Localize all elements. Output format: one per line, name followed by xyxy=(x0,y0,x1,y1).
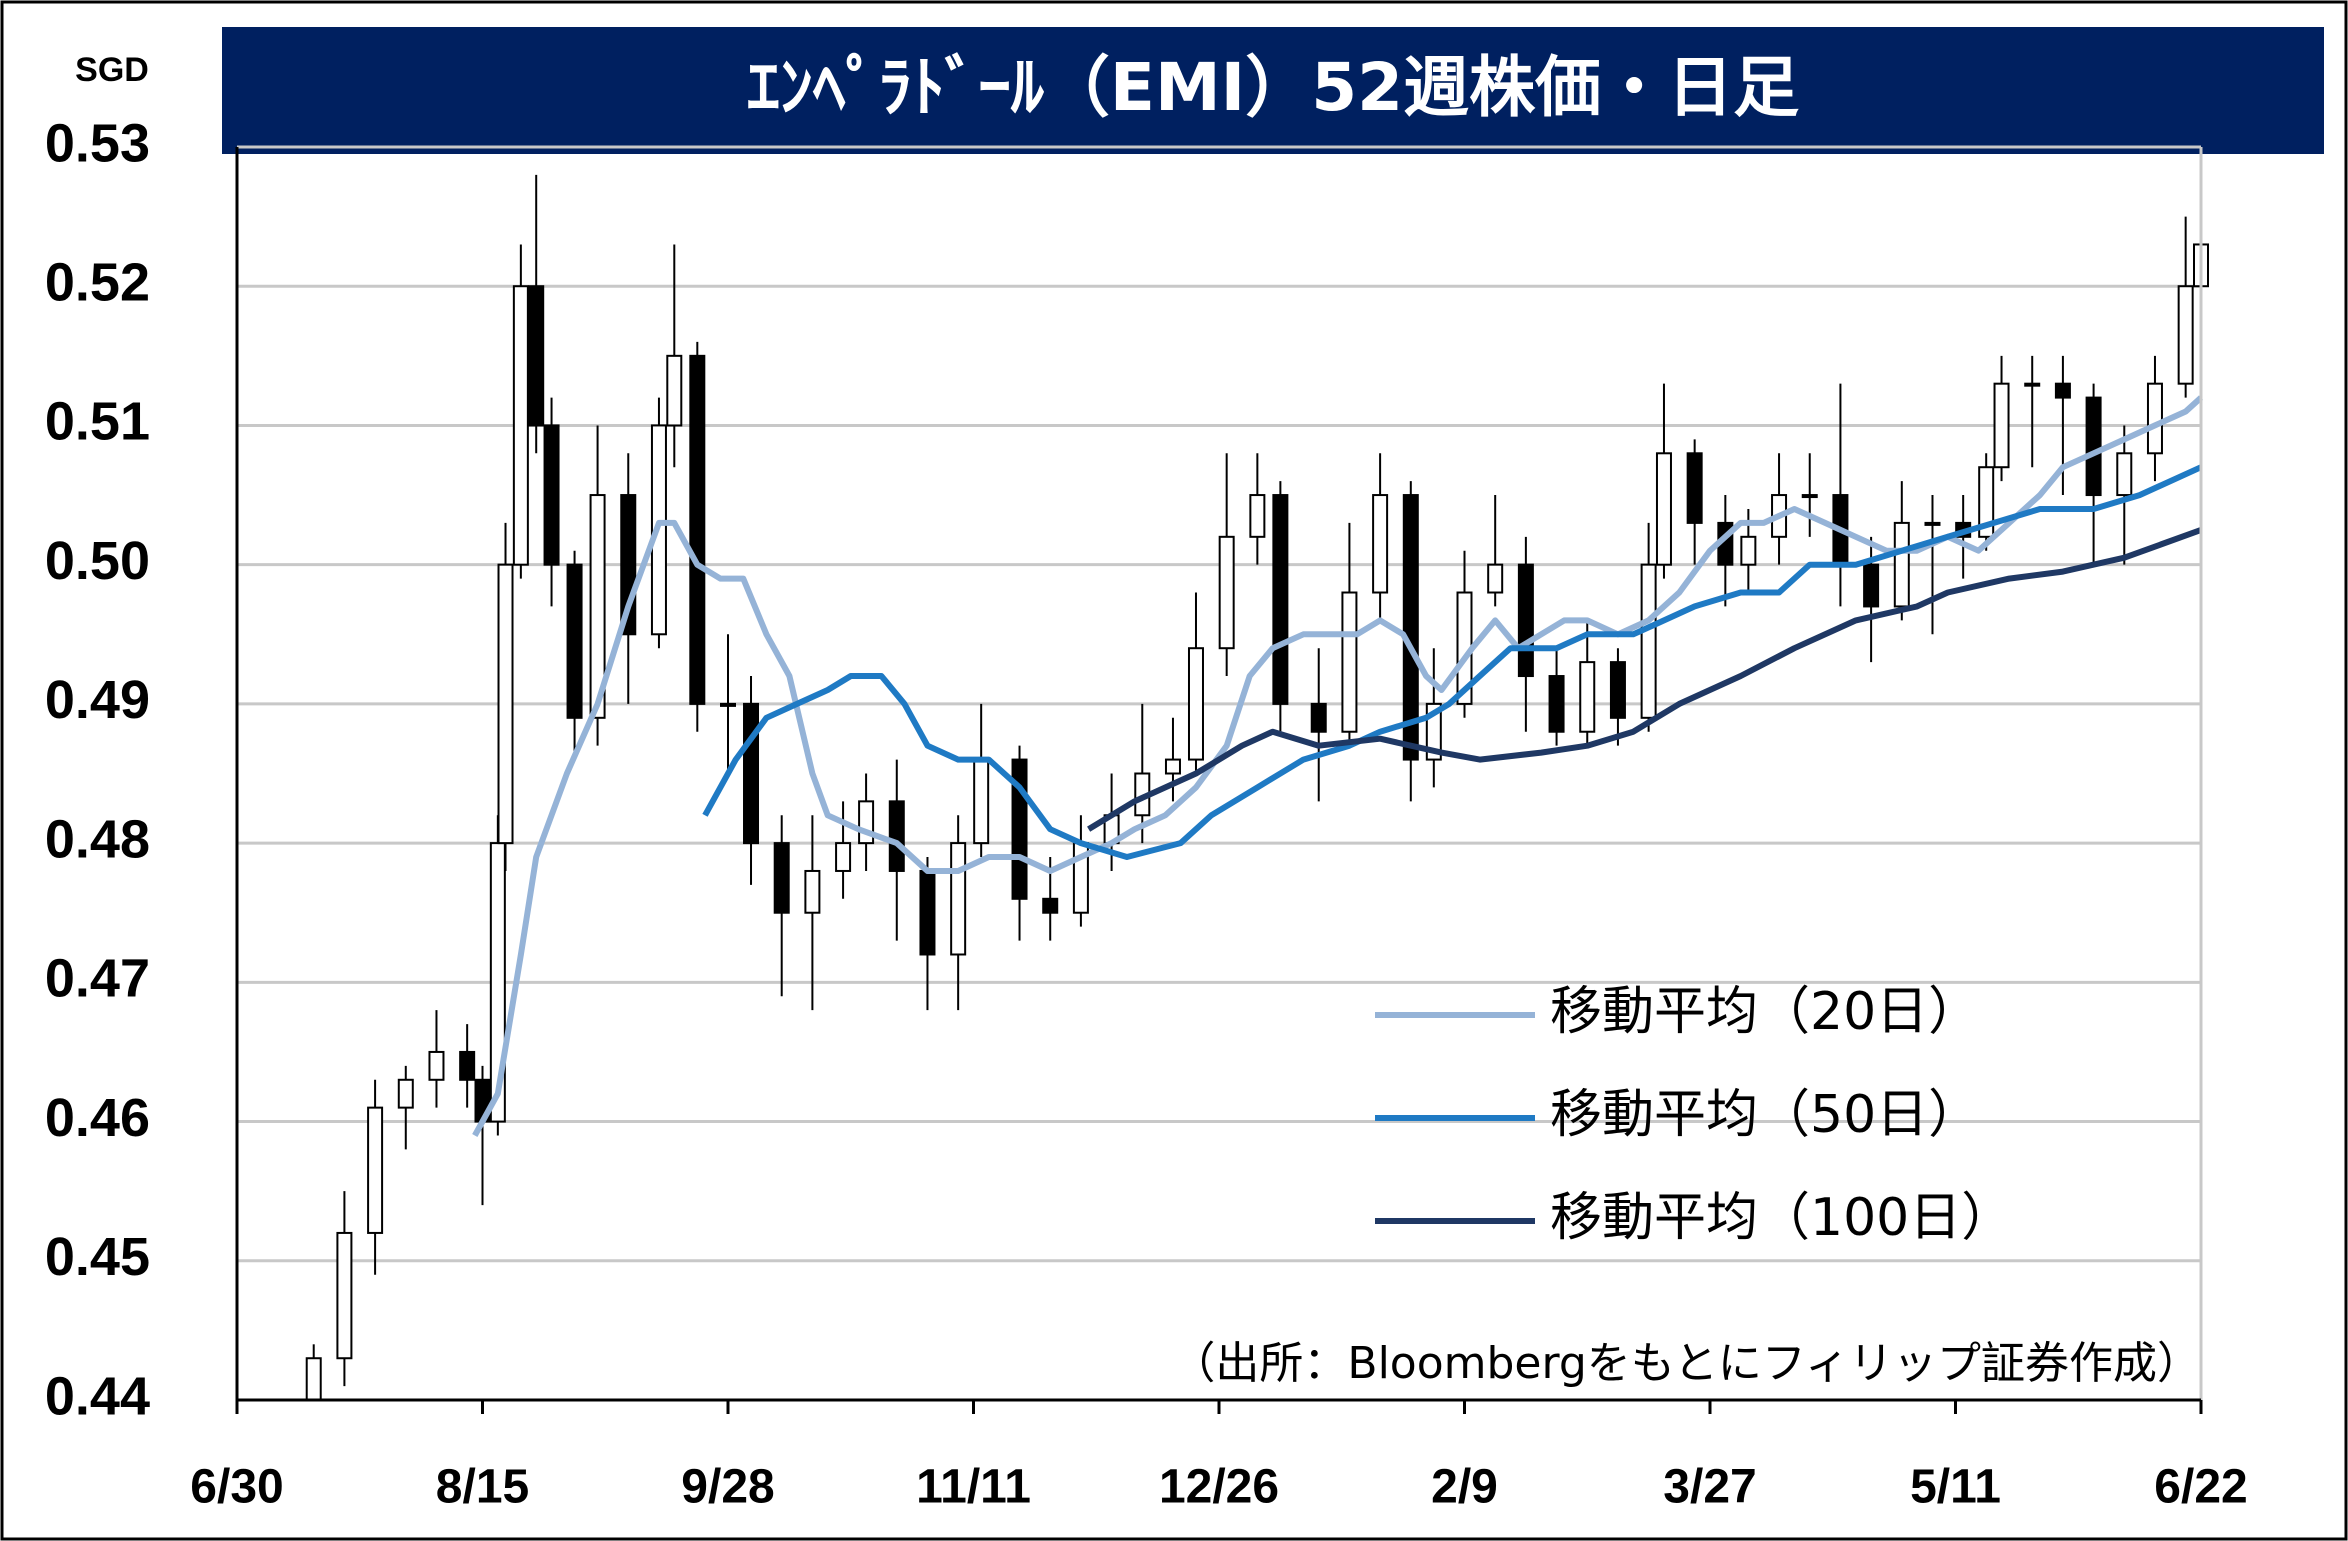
candle-body xyxy=(1310,702,1327,733)
candle-body xyxy=(1579,661,1596,733)
candle-body xyxy=(428,1050,445,1081)
candle-body xyxy=(804,869,821,914)
legend-label: 移動平均（100日） xyxy=(1550,1188,2013,1248)
candle-body xyxy=(950,842,967,956)
candle-body xyxy=(1801,494,1818,499)
candle-body xyxy=(589,494,606,719)
source-note: （出所：Bloombergをもとにフィリップ証券作成） xyxy=(1171,1338,2201,1389)
candle-body xyxy=(1042,897,1059,914)
candle-body xyxy=(1517,563,1534,678)
candle-body xyxy=(1993,382,2010,469)
candle-body xyxy=(1686,452,1703,524)
candle-body xyxy=(305,1357,322,1401)
x-tick-label: 12/26 xyxy=(1159,1461,1279,1514)
candle-body xyxy=(367,1106,384,1234)
y-tick-label: 0.53 xyxy=(45,113,150,173)
candle-body xyxy=(1924,521,1941,526)
candle-body xyxy=(528,285,545,427)
candle-body xyxy=(2024,382,2041,387)
x-tick-label: 9/28 xyxy=(681,1461,774,1514)
candle-body xyxy=(1893,521,1910,608)
y-tick-label: 0.50 xyxy=(45,531,150,591)
y-tick-label: 0.52 xyxy=(45,252,150,312)
y-tick-label: 0.45 xyxy=(45,1227,150,1287)
x-tick-label: 5/11 xyxy=(1910,1461,2001,1514)
axes: 0.44 0.45 0.46 0.47 0.48 0.49 0.50 0.51 0.52 0.53… xyxy=(45,113,2248,1513)
candle-body xyxy=(2146,382,2163,455)
candle-body xyxy=(835,842,852,872)
x-tick-label: 2/9 xyxy=(1431,1461,1498,1514)
candle-body xyxy=(1863,563,1880,608)
candle-body xyxy=(459,1050,476,1081)
candle-body xyxy=(1609,661,1626,719)
ma-line xyxy=(702,464,2203,860)
candle-body xyxy=(1487,563,1504,594)
candle-body xyxy=(1402,494,1419,761)
candle-body xyxy=(497,563,514,845)
candle-body xyxy=(773,842,790,914)
y-tick-label: 0.51 xyxy=(45,392,150,452)
candle-body xyxy=(397,1078,414,1109)
candle-body xyxy=(566,563,583,719)
plot xyxy=(305,174,2209,1401)
candle-body xyxy=(543,424,560,566)
y-tick-label: 0.44 xyxy=(45,1366,150,1426)
candle-body xyxy=(1548,675,1565,733)
x-tick-label: 6/30 xyxy=(190,1461,283,1514)
candle-body xyxy=(336,1231,353,1360)
y-tick-label: 0.47 xyxy=(45,949,150,1009)
y-tick-label: 0.46 xyxy=(45,1088,150,1148)
candle-body xyxy=(973,758,990,845)
candle-body xyxy=(689,354,706,705)
y-unit-label: SGD xyxy=(75,51,149,89)
candle-body xyxy=(2054,382,2071,399)
candle-body xyxy=(666,354,683,427)
legend-label: 移動平均（50日） xyxy=(1550,1085,1980,1145)
candle-body xyxy=(2085,396,2102,497)
candle-body xyxy=(1272,494,1289,705)
candle-body xyxy=(512,285,529,566)
x-tick-label: 3/27 xyxy=(1663,1461,1756,1514)
candle-body xyxy=(1249,494,1266,538)
title-bar xyxy=(222,27,2324,154)
candle-body xyxy=(720,702,736,707)
y-tick-label: 0.48 xyxy=(45,809,150,869)
candle-body xyxy=(1978,466,1995,538)
candle-body xyxy=(2116,452,2133,497)
x-tick-label: 6/22 xyxy=(2154,1461,2247,1514)
candle-body xyxy=(1655,452,1672,566)
chart-title: ｴﾝﾍﾟﾗﾄﾞｰﾙ（EMI）52週株価・日足 xyxy=(747,49,1799,126)
legend: 移動平均（20日） 移動平均（50日） 移動平均（100日） xyxy=(1375,982,2013,1248)
candle-body xyxy=(1164,758,1181,775)
x-tick-label: 11/11 xyxy=(916,1461,1031,1514)
candle-body xyxy=(743,702,760,845)
legend-label: 移動平均（20日） xyxy=(1550,982,1980,1042)
ma-line xyxy=(1087,527,2203,832)
candle-body xyxy=(1740,535,1757,566)
candle-body xyxy=(1187,647,1204,761)
y-tick-label: 0.49 xyxy=(45,670,150,730)
candle-body xyxy=(888,800,905,872)
candle-body xyxy=(1640,563,1657,719)
candle-body xyxy=(1372,494,1389,594)
candle-body xyxy=(1341,591,1358,733)
x-tick-label: 8/15 xyxy=(436,1461,529,1514)
candle-body xyxy=(1218,535,1235,650)
candle-body xyxy=(2177,285,2194,385)
candle-body xyxy=(919,869,936,956)
